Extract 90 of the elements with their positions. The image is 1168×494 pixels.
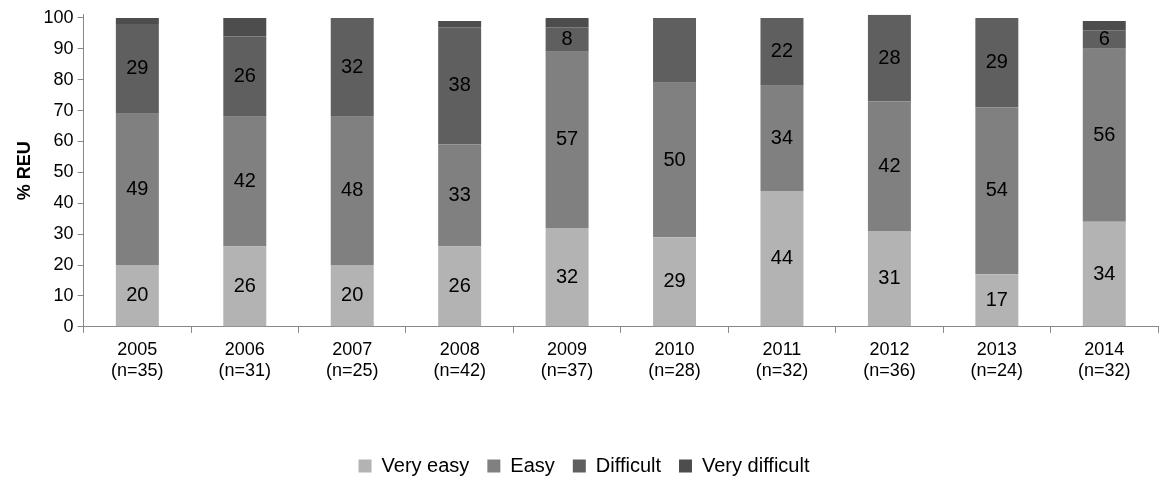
data-label: 31 xyxy=(878,266,901,289)
data-label: 42 xyxy=(878,153,901,176)
bar xyxy=(975,107,1019,275)
data-label: 6 xyxy=(1098,27,1110,50)
data-label: 26 xyxy=(448,273,471,296)
legend-label: Easy xyxy=(510,453,555,476)
bar xyxy=(223,116,267,247)
bar xyxy=(545,27,589,52)
data-label: 29 xyxy=(985,50,1008,73)
x-tick-label: 2013 (n=24) xyxy=(970,338,1024,381)
bar xyxy=(653,82,697,238)
bar xyxy=(760,190,804,327)
data-label: 32 xyxy=(555,264,579,287)
y-tick-label: 30 xyxy=(53,223,74,244)
data-label: 38 xyxy=(448,73,471,96)
data-label: 29 xyxy=(126,56,149,79)
data-label: 26 xyxy=(233,273,256,296)
legend-label: Very difficult xyxy=(702,453,810,476)
bar xyxy=(975,17,1019,108)
data-label: 28 xyxy=(878,45,901,68)
bar xyxy=(545,17,589,28)
y-tick-label: 60 xyxy=(53,130,74,151)
data-label: 29 xyxy=(663,269,686,292)
data-label: 8 xyxy=(561,27,573,50)
y-tick-label: 70 xyxy=(53,99,74,120)
bar xyxy=(760,85,804,191)
bar xyxy=(115,113,159,266)
y-tick-label: 50 xyxy=(53,161,74,182)
bar xyxy=(438,144,482,247)
bar xyxy=(330,116,374,266)
data-label: 49 xyxy=(126,176,149,199)
y-tick-label: 0 xyxy=(63,315,74,336)
y-tick-label: 100 xyxy=(43,6,74,27)
bar xyxy=(1082,48,1126,222)
bar xyxy=(545,227,589,327)
y-tick-label: 80 xyxy=(53,68,74,89)
bar xyxy=(438,27,482,145)
x-tick-label: 2014 (n=32) xyxy=(1078,338,1131,381)
data-label: 57 xyxy=(555,127,579,150)
bar xyxy=(330,265,374,327)
data-label: 20 xyxy=(341,283,364,306)
x-tick-label: 2008 (n=42) xyxy=(433,338,486,381)
data-label: 26 xyxy=(233,64,256,87)
data-label: 34 xyxy=(1093,261,1116,284)
bar xyxy=(1082,30,1126,49)
bar xyxy=(867,14,911,102)
y-tick-label: 90 xyxy=(53,37,74,58)
bar xyxy=(223,36,267,117)
y-axis-title: % REU xyxy=(13,141,34,201)
x-tick-label: 2006 (n=31) xyxy=(218,338,272,381)
data-label: 48 xyxy=(341,178,364,201)
y-tick-label: 40 xyxy=(53,192,74,213)
bar xyxy=(438,20,482,28)
data-label: 33 xyxy=(448,183,471,206)
data-label: 34 xyxy=(770,125,794,148)
legend-label: Very easy xyxy=(381,453,470,476)
data-label: 20 xyxy=(126,283,149,306)
data-label: 42 xyxy=(233,169,256,192)
bar xyxy=(867,101,911,232)
data-label: 50 xyxy=(663,147,686,170)
x-tick-label: 2009 (n=37) xyxy=(540,338,594,381)
bar xyxy=(438,246,482,327)
data-label: 44 xyxy=(770,246,794,269)
x-tick-label: 2012 (n=36) xyxy=(863,338,916,381)
x-tick-label: 2011 (n=32) xyxy=(755,338,809,381)
bar xyxy=(545,51,589,228)
data-label: 54 xyxy=(985,178,1008,201)
legend-label: Difficult xyxy=(595,453,662,476)
bar xyxy=(1082,221,1126,327)
y-tick-label: 10 xyxy=(53,284,74,305)
bar xyxy=(223,17,267,37)
bar xyxy=(115,24,159,114)
bar xyxy=(760,17,804,86)
data-label: 56 xyxy=(1093,122,1116,145)
bar xyxy=(975,274,1019,327)
data-label: 17 xyxy=(985,287,1008,310)
y-tick-label: 20 xyxy=(53,253,74,274)
bar xyxy=(653,237,697,327)
bar xyxy=(115,17,159,25)
x-tick-label: 2010 (n=28) xyxy=(648,338,701,381)
data-label: 22 xyxy=(770,39,794,62)
bar xyxy=(867,231,911,327)
x-tick-label: 2005 (n=35) xyxy=(111,338,164,381)
x-tick-label: 2007 (n=25) xyxy=(325,338,379,381)
bar xyxy=(653,17,697,83)
bar xyxy=(330,17,374,117)
bar xyxy=(115,265,159,327)
bar xyxy=(1082,20,1126,31)
data-label: 32 xyxy=(341,54,364,77)
bar xyxy=(223,246,267,327)
